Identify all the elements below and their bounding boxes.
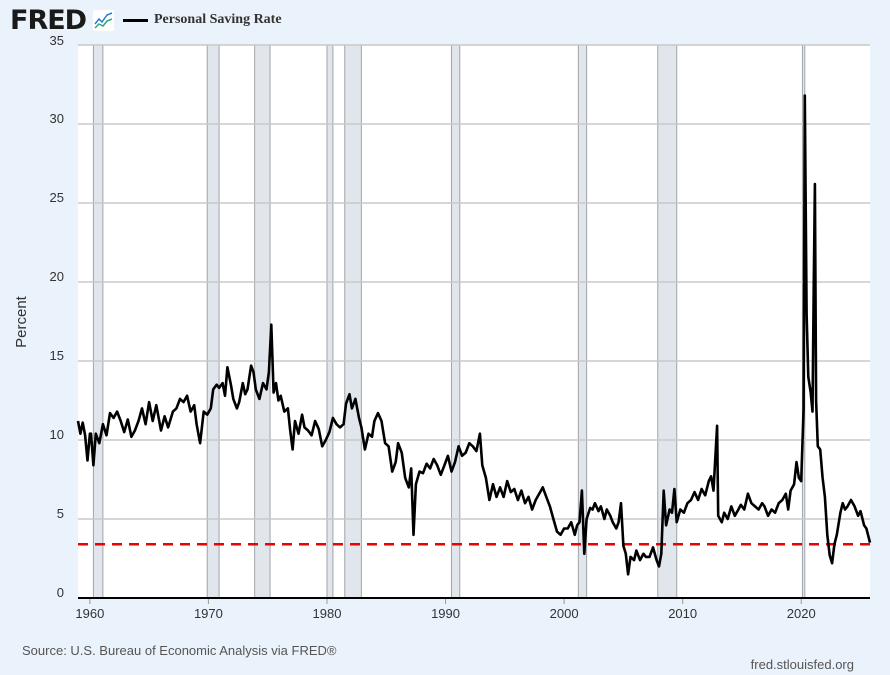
- recession-band: [578, 45, 587, 598]
- plot-area: [78, 45, 870, 598]
- recession-band: [254, 45, 271, 598]
- fred-logo[interactable]: FRED: [10, 5, 87, 36]
- recession-band: [207, 45, 220, 598]
- recession-band: [326, 45, 333, 598]
- y-tick-label: 30: [50, 111, 64, 126]
- line-chart-icon: [93, 10, 114, 31]
- x-tick-label: 1990: [431, 606, 460, 621]
- x-tick-label: 2020: [787, 606, 816, 621]
- y-tick-label: 20: [50, 269, 64, 284]
- site-link[interactable]: fred.stlouisfed.org: [750, 657, 854, 672]
- y-tick-label: 0: [57, 585, 64, 600]
- y-axis-label: Percent: [13, 295, 30, 348]
- x-tick-label: 2000: [550, 606, 579, 621]
- x-tick-label: 1960: [75, 606, 104, 621]
- recession-band: [93, 45, 103, 598]
- series-line-personal-saving-rate: [76, 94, 872, 576]
- x-tick-label: 2010: [668, 606, 697, 621]
- recession-band: [344, 45, 362, 598]
- x-tick-label: 1970: [194, 606, 223, 621]
- legend-swatch: [123, 18, 148, 22]
- legend-label: Personal Saving Rate: [154, 12, 282, 27]
- chart-legend: Personal Saving Rate: [123, 12, 282, 28]
- recession-band: [451, 45, 460, 598]
- x-tick-label: 1980: [313, 606, 342, 621]
- recession-band: [657, 45, 677, 598]
- y-tick-label: 15: [50, 348, 64, 363]
- source-note: Source: U.S. Bureau of Economic Analysis…: [22, 643, 337, 658]
- y-tick-label: 10: [50, 427, 64, 442]
- y-tick-label: 25: [50, 190, 64, 205]
- y-tick-label: 5: [57, 506, 64, 521]
- y-tick-label: 35: [50, 33, 64, 48]
